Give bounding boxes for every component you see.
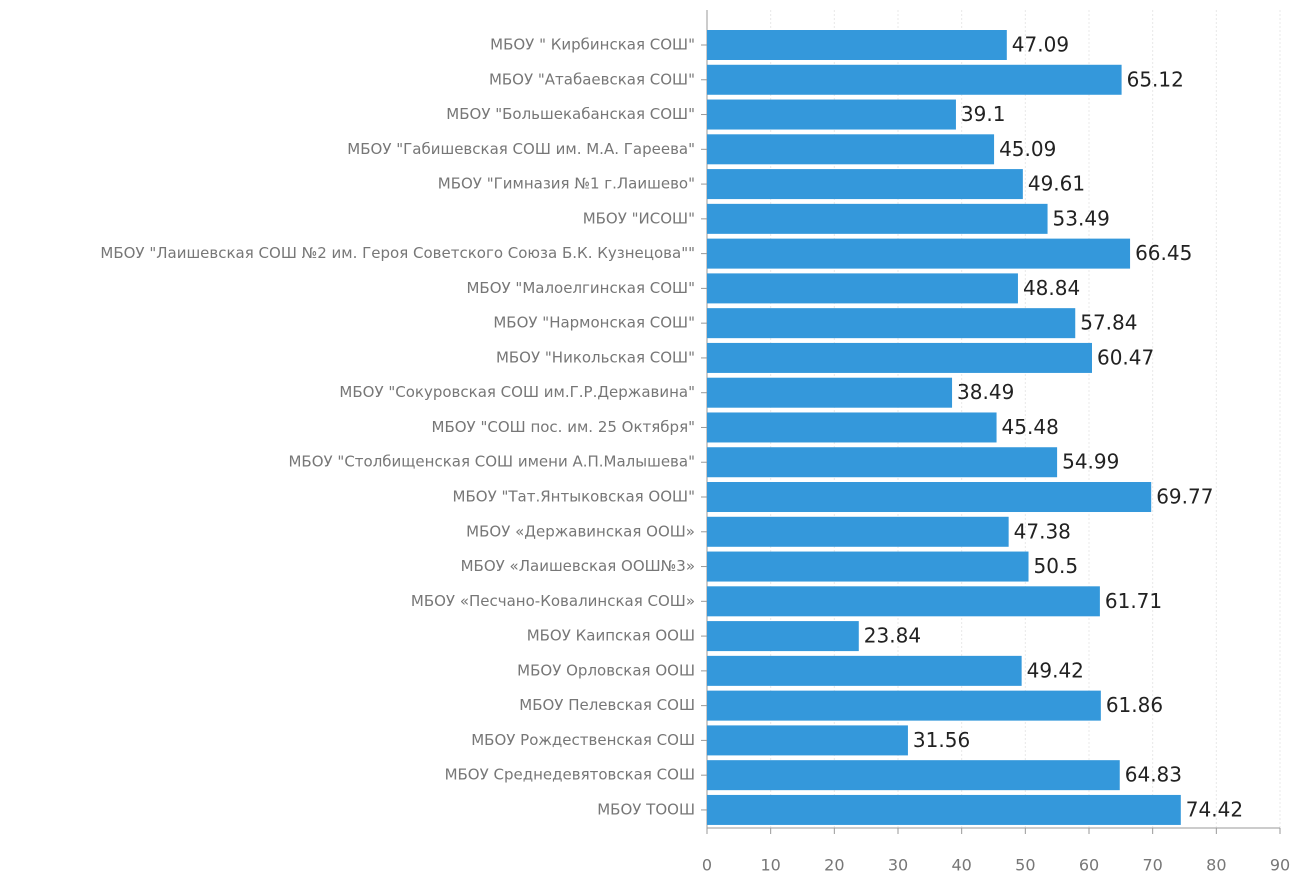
bar <box>707 447 1058 478</box>
y-tick-label: МБОУ Среднедевятовская СОШ <box>445 766 695 784</box>
bar <box>707 655 1022 686</box>
data-label: 57.84 <box>1080 311 1137 335</box>
bar <box>707 621 859 652</box>
bar <box>707 516 1009 547</box>
x-tick-label: 50 <box>1015 856 1035 875</box>
data-label: 47.38 <box>1014 519 1071 543</box>
y-tick-label: МБОУ «Державинская ООШ» <box>466 522 695 540</box>
y-tick-label: МБОУ "Гимназия №1 г.Лаишево" <box>438 175 695 193</box>
x-tick-label: 30 <box>888 856 908 875</box>
x-tick-label: 90 <box>1270 856 1290 875</box>
data-label: 61.71 <box>1105 589 1162 613</box>
y-tick-label: МБОУ "СОШ пос. им. 25 Октября" <box>432 418 695 436</box>
bar <box>707 412 997 443</box>
data-label: 38.49 <box>957 380 1014 404</box>
x-tick-label: 40 <box>951 856 971 875</box>
y-tick-label: МБОУ "Лаишевская СОШ №2 им. Героя Советс… <box>100 244 695 262</box>
y-tick-label: МБОУ "Сокуровская СОШ им.Г.Р.Державина" <box>339 383 695 401</box>
y-tick-label: МБОУ "ИСОШ" <box>583 209 695 227</box>
bar <box>707 99 956 130</box>
y-tick-label: МБОУ Каипская ООШ <box>527 627 695 645</box>
y-tick-label: МБОУ "Никольская СОШ" <box>496 348 695 366</box>
data-label: 31.56 <box>913 728 970 752</box>
y-tick-label: МБОУ Орловская ООШ <box>517 661 695 679</box>
bar <box>707 169 1023 200</box>
bar <box>707 342 1092 373</box>
data-label: 45.48 <box>1002 415 1059 439</box>
bar <box>707 308 1076 339</box>
bar <box>707 690 1101 721</box>
y-tick-label: МБОУ «Лаишевская ООШ№3» <box>461 557 695 575</box>
data-label: 66.45 <box>1135 241 1192 265</box>
bar <box>707 134 995 165</box>
y-tick-label: МБОУ " Кирбинская СОШ" <box>490 36 695 54</box>
data-label: 23.84 <box>864 624 921 648</box>
x-tick-label: 60 <box>1079 856 1099 875</box>
x-tick-label: 80 <box>1206 856 1226 875</box>
bar <box>707 64 1122 95</box>
bar <box>707 586 1100 617</box>
data-label: 61.86 <box>1106 693 1163 717</box>
bar <box>707 725 908 756</box>
x-tick-label: 0 <box>702 856 712 875</box>
data-label: 69.77 <box>1156 485 1213 509</box>
y-tick-label: МБОУ "Тат.Янтыковская ООШ" <box>453 488 695 506</box>
data-label: 74.42 <box>1186 797 1243 821</box>
data-label: 49.61 <box>1028 172 1085 196</box>
y-tick-label: МБОУ "Большекабанская СОШ" <box>446 105 695 123</box>
data-label: 45.09 <box>999 137 1056 161</box>
x-tick-label: 70 <box>1142 856 1162 875</box>
bar <box>707 238 1131 269</box>
y-tick-label: МБОУ Пелевская СОШ <box>519 696 695 714</box>
y-tick-label: МБОУ ТООШ <box>597 800 695 818</box>
data-label: 39.1 <box>961 102 1006 126</box>
bar <box>707 273 1018 304</box>
y-tick-label: МБОУ Рождественская СОШ <box>471 731 695 749</box>
data-label: 64.83 <box>1125 763 1182 787</box>
y-tick-label: МБОУ "Габишевская СОШ им. М.А. Гареева" <box>347 140 695 158</box>
data-label: 47.09 <box>1012 33 1069 57</box>
y-tick-label: МБОУ "Малоелгинская СОШ" <box>466 279 695 297</box>
bar <box>707 377 953 408</box>
data-label: 50.5 <box>1034 554 1079 578</box>
y-tick-label: МБОУ «Песчано-Ковалинская СОШ» <box>411 592 695 610</box>
bar <box>707 203 1048 234</box>
x-tick-label: 10 <box>760 856 780 875</box>
bar <box>707 30 1007 60</box>
x-tick-label: 20 <box>824 856 844 875</box>
data-label: 48.84 <box>1023 276 1080 300</box>
data-label: 54.99 <box>1062 450 1119 474</box>
bar <box>707 551 1029 582</box>
bar <box>707 760 1120 791</box>
y-tick-label: МБОУ "Атабаевская СОШ" <box>489 70 695 88</box>
bar <box>707 794 1181 825</box>
data-label: 60.47 <box>1097 345 1154 369</box>
bar <box>707 482 1152 513</box>
data-label: 53.49 <box>1053 206 1110 230</box>
data-label: 65.12 <box>1127 67 1184 91</box>
y-tick-label: МБОУ "Нармонская СОШ" <box>493 314 695 332</box>
y-tick-label: МБОУ "Столбищенская СОШ имени А.П.Малыше… <box>288 453 695 471</box>
data-label: 49.42 <box>1027 658 1084 682</box>
